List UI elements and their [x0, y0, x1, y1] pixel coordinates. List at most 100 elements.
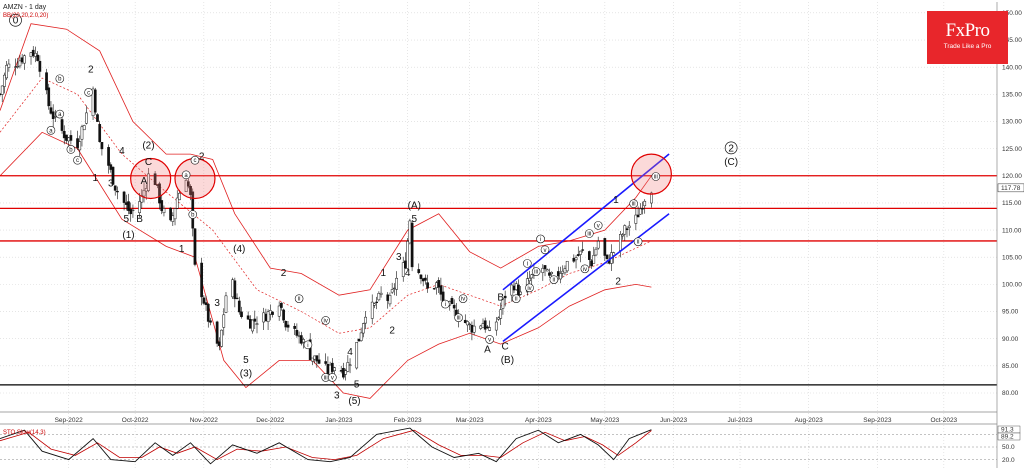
minor-wave-label: ii	[298, 297, 301, 303]
candle-body	[16, 66, 20, 68]
stoch-readout: 89.2	[1001, 434, 1014, 441]
candle-body	[122, 191, 126, 203]
candle-body	[45, 72, 48, 91]
minor-wave-label: c	[76, 158, 79, 164]
candle-body	[280, 302, 283, 308]
wave-label: 1	[179, 244, 185, 255]
candle-body	[36, 54, 40, 61]
minor-label-circle	[321, 316, 330, 325]
time-tick-label: Oct-2023	[930, 417, 957, 424]
candle-body	[264, 313, 268, 322]
minor-wave-label: a	[49, 128, 53, 134]
candle-body	[565, 260, 569, 272]
candle-body	[142, 189, 146, 197]
minor-label-circle	[328, 373, 337, 382]
minor-label-circle	[523, 259, 532, 268]
wave-label: C	[502, 342, 509, 353]
candle-body	[251, 319, 254, 332]
candle-body	[393, 287, 396, 290]
candle-body	[0, 85, 4, 95]
minor-label-circle	[84, 88, 93, 97]
candle-body	[625, 228, 629, 230]
price-tick-label: 105.00	[1002, 254, 1022, 261]
candle-body	[388, 295, 392, 305]
candle-body	[379, 292, 383, 295]
wave-label: A	[141, 176, 148, 187]
minor-label-circle	[66, 145, 76, 154]
price-tick-label: 95.00	[1002, 309, 1019, 316]
minor-wave-label: iv	[527, 286, 531, 292]
minor-label-circle	[549, 275, 559, 284]
minor-wave-label: iii	[324, 375, 328, 381]
candle-body	[574, 257, 578, 261]
minor-wave-label: c	[193, 158, 196, 164]
candle-body	[129, 209, 133, 215]
candle-body	[98, 124, 102, 142]
time-tick-label: Dec-2022	[256, 417, 285, 424]
candle-body	[603, 238, 607, 256]
candle-body	[284, 321, 288, 328]
minor-wave-label: i	[307, 343, 308, 349]
candle-body	[51, 111, 55, 120]
price-tick-label: 85.00	[1002, 363, 1019, 370]
candle-body	[224, 295, 228, 313]
candle-body	[222, 314, 226, 328]
minor-wave-label: ii	[553, 278, 556, 284]
minor-wave-label: i	[540, 237, 541, 243]
wave-label: B	[136, 214, 143, 225]
candle-body	[494, 321, 498, 331]
candle-body	[472, 325, 476, 333]
candle-body	[67, 137, 71, 142]
candle-body	[621, 234, 624, 237]
candle-body	[80, 126, 84, 140]
candle-body	[313, 355, 316, 360]
wave-label: (1)	[122, 230, 134, 241]
minor-label-circle	[303, 340, 313, 350]
candle-body	[93, 89, 97, 113]
wave-label: 3	[214, 298, 220, 309]
candle-body	[503, 295, 507, 299]
candle-body	[556, 271, 560, 277]
candle-body	[510, 284, 514, 296]
candle-body	[209, 320, 212, 323]
candle-body	[295, 329, 299, 336]
candle-body	[29, 52, 33, 57]
price-tick-label: 140.00	[1002, 64, 1022, 71]
candle-body	[432, 288, 436, 290]
minor-wave-label: iv	[461, 297, 465, 303]
price-tick-label: 150.00	[1002, 10, 1022, 17]
candle-body	[377, 293, 381, 301]
minor-wave-label: v	[488, 337, 491, 343]
minor-label-circle	[458, 294, 468, 303]
wave-label: (4)	[233, 244, 245, 255]
logo-tagline: Trade Like a Pro	[943, 43, 992, 50]
time-tick-label: Jun-2023	[660, 417, 687, 424]
candle-body	[439, 285, 443, 295]
minor-label-circle	[651, 172, 661, 181]
candle-body	[302, 339, 305, 343]
minor-label-circle	[441, 299, 450, 309]
price-tick-label: 110.00	[1002, 227, 1022, 234]
candle-body	[34, 53, 37, 57]
candle-body	[217, 341, 221, 346]
candle-body	[550, 271, 554, 275]
minor-label-circle	[188, 210, 198, 219]
minor-label-circle	[55, 109, 65, 119]
candle-body	[266, 311, 270, 322]
candle-body	[299, 335, 303, 344]
logo-brand: FxPro	[945, 20, 990, 41]
candle-body	[344, 370, 347, 375]
minor-wave-label: ii	[637, 240, 640, 246]
candle-body	[342, 367, 345, 378]
candle-body	[49, 107, 53, 114]
candle-body	[514, 283, 518, 290]
minor-wave-label: a	[184, 173, 188, 179]
wave-label: 3	[334, 390, 340, 401]
candle-body	[124, 202, 128, 205]
candle-body	[175, 197, 179, 209]
price-tick-label: 145.00	[1002, 37, 1022, 44]
wave-label: 2	[88, 65, 94, 76]
candle-body	[517, 284, 520, 297]
highlight-circle	[130, 157, 172, 200]
candle-body	[512, 285, 516, 291]
